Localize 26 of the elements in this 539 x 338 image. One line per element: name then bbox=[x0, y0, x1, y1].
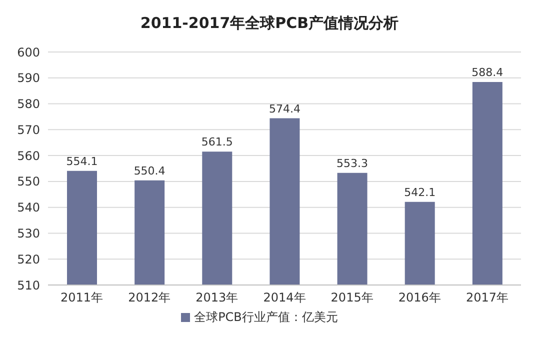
data-label: 588.4 bbox=[472, 66, 504, 80]
data-label: 554.1 bbox=[66, 154, 98, 168]
x-tick-label: 2013年 bbox=[196, 290, 238, 305]
y-tick-label: 510 bbox=[17, 278, 40, 292]
x-tick-label: 2014年 bbox=[263, 290, 306, 305]
data-label: 550.4 bbox=[134, 164, 166, 178]
y-tick-label: 580 bbox=[17, 97, 40, 112]
y-tick-label: 520 bbox=[17, 252, 40, 266]
data-label: 553.3 bbox=[336, 156, 368, 170]
y-tick-label: 600 bbox=[17, 45, 40, 60]
y-tick-label: 570 bbox=[17, 122, 40, 137]
x-tick-label: 2015年 bbox=[330, 290, 374, 305]
x-tick-label: 2011年 bbox=[60, 290, 104, 305]
x-tick-label: 2016年 bbox=[398, 290, 441, 305]
data-label: 574.4 bbox=[268, 102, 300, 116]
y-tick-label: 540 bbox=[17, 200, 40, 215]
y-tick-label: 590 bbox=[17, 71, 40, 86]
y-tick-label: 550 bbox=[17, 174, 40, 189]
data-label: 542.1 bbox=[404, 186, 436, 199]
chart-title: 2011-2017年全球PCB产值情况分析 bbox=[139, 13, 400, 34]
data-label: 561.5 bbox=[201, 136, 233, 149]
y-tick-label: 560 bbox=[17, 148, 40, 163]
y-tick-label: 530 bbox=[17, 226, 40, 240]
x-tick-label: 2017年 bbox=[466, 290, 508, 305]
legend-label: 全球PCB行业产值：亿美元 bbox=[194, 310, 338, 324]
x-tick-label: 2012年 bbox=[128, 290, 171, 305]
